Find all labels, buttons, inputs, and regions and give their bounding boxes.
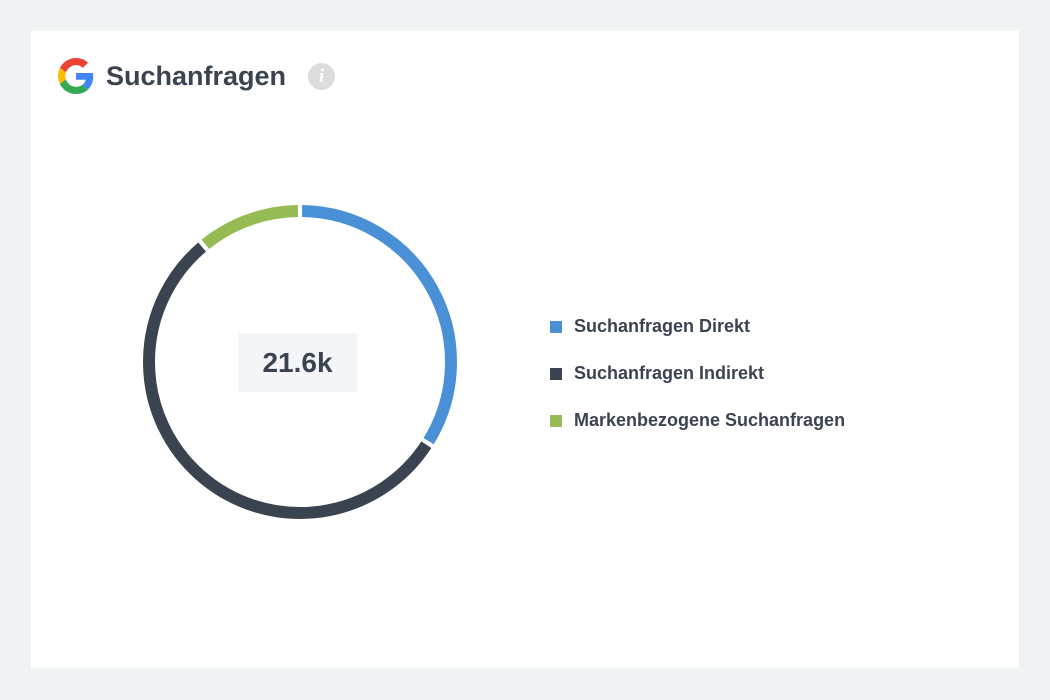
legend-item-marken[interactable]: Markenbezogene Suchanfragen	[550, 397, 845, 444]
legend-swatch-marken	[550, 414, 562, 427]
google-g-icon	[58, 58, 94, 94]
card-header: Suchanfragen i	[58, 58, 336, 94]
chart-legend: Suchanfragen Direkt Suchanfragen Indirek…	[550, 303, 845, 444]
donut-chart	[143, 205, 457, 519]
donut-segment-indirekt[interactable]	[143, 242, 432, 519]
legend-item-indirekt[interactable]: Suchanfragen Indirekt	[550, 350, 845, 397]
legend-label-direkt: Suchanfragen Direkt	[574, 316, 751, 336]
chart-card	[31, 31, 1019, 668]
donut-segment-direkt[interactable]	[302, 205, 457, 445]
legend-swatch-indirekt	[550, 367, 562, 380]
card-title: Suchanfragen	[106, 60, 287, 91]
donut-segment-marken[interactable]	[201, 205, 299, 250]
legend-label-indirekt: Suchanfragen Indirekt	[574, 363, 765, 383]
info-icon[interactable]: i	[308, 62, 336, 90]
legend-swatch-direkt	[550, 320, 562, 333]
donut-center-total: 21.6k	[238, 333, 357, 392]
legend-label-marken: Markenbezogene Suchanfragen	[574, 410, 846, 430]
total-value: 21.6k	[262, 346, 333, 378]
legend-item-direkt[interactable]: Suchanfragen Direkt	[550, 303, 845, 350]
